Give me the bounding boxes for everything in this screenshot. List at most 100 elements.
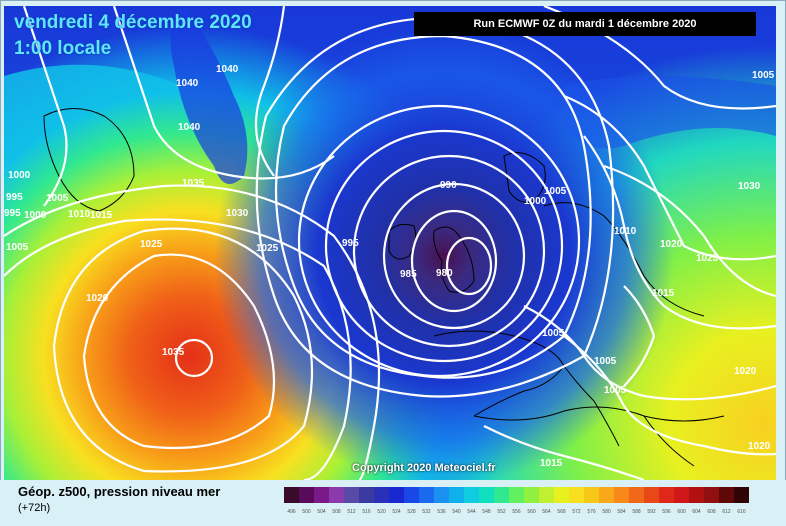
isobar-label: 1040 — [216, 64, 239, 75]
scale-swatch — [644, 487, 659, 503]
scale-labels: 496 500 504 508 512 516 520 524 528 532 536 540 544 5… — [287, 509, 746, 515]
scale-swatch — [284, 487, 299, 503]
isobar-label: 990 — [440, 180, 457, 191]
scale-label: 524 — [392, 509, 401, 515]
scale-swatch — [299, 487, 314, 503]
scale-swatch — [344, 487, 359, 503]
scale-label: 560 — [527, 509, 536, 515]
scale-label: 600 — [677, 509, 686, 515]
scale-label: 528 — [407, 509, 416, 515]
scale-label: 572 — [572, 509, 581, 515]
scale-label: 540 — [452, 509, 461, 515]
scale-label: 596 — [662, 509, 671, 515]
scale-swatches — [284, 487, 749, 503]
isobar-label: 1005 — [594, 356, 617, 367]
scale-label: 612 — [722, 509, 731, 515]
forecast-date: vendredi 4 décembre 2020 — [14, 12, 252, 33]
scale-swatch — [719, 487, 734, 503]
isobar-label: 1030 — [738, 181, 761, 192]
scale-swatch — [389, 487, 404, 503]
isobar-label: 1005 — [46, 193, 69, 204]
scale-label: 500 — [302, 509, 311, 515]
isobar-label: 995 — [342, 238, 359, 249]
scale-swatch — [494, 487, 509, 503]
isobar-label: 1025 — [140, 239, 163, 250]
scale-swatch — [704, 487, 719, 503]
legend-title: Géop. z500, pression niveau mer — [18, 484, 221, 499]
scale-swatch — [419, 487, 434, 503]
scale-label: 616 — [737, 509, 746, 515]
scale-swatch — [569, 487, 584, 503]
isobar-label: 1020 — [734, 366, 757, 377]
scale-swatch — [674, 487, 689, 503]
scale-swatch — [584, 487, 599, 503]
scale-label: 544 — [467, 509, 476, 515]
scale-swatch — [734, 487, 749, 503]
isobar-label: 1040 — [176, 78, 199, 89]
isobar-label: 985 — [400, 269, 417, 280]
forecast-time: 1:00 locale — [14, 38, 112, 59]
scale-swatch — [479, 487, 494, 503]
isobar-label: 1035 — [162, 347, 185, 358]
scale-swatch — [314, 487, 329, 503]
isobar-label: 1000 — [8, 170, 31, 181]
scale-swatch — [554, 487, 569, 503]
scale-label: 512 — [347, 509, 356, 515]
isobar-label: 1000 — [524, 196, 547, 207]
scale-label: 580 — [602, 509, 611, 515]
scale-label: 608 — [707, 509, 716, 515]
scale-swatch — [539, 487, 554, 503]
legend-subtitle: (+72h) — [18, 502, 51, 514]
isobar-label: 1015 — [652, 288, 675, 299]
scale-label: 588 — [632, 509, 641, 515]
scale-label: 532 — [422, 509, 431, 515]
scale-swatch — [599, 487, 614, 503]
isobar-label: 1020 — [748, 441, 771, 452]
scale-swatch — [659, 487, 674, 503]
scale-label: 508 — [332, 509, 341, 515]
isobar-label: 1010 — [68, 209, 91, 220]
isobar-label: 1015 — [540, 458, 563, 469]
isobar-label: 1015 — [90, 210, 113, 221]
scale-swatch — [449, 487, 464, 503]
scale-label: 604 — [692, 509, 701, 515]
isobar-label: 1005 — [544, 186, 567, 197]
scale-label: 504 — [317, 509, 326, 515]
color-scale: 496 500 504 508 512 516 520 524 528 532 536 540 544 5… — [284, 487, 749, 515]
scale-label: 592 — [647, 509, 656, 515]
scale-label: 568 — [557, 509, 566, 515]
low-pressure-field — [4, 6, 776, 480]
scale-label: 536 — [437, 509, 446, 515]
weather-map[interactable]: 1040 1040 1040 1035 1030 1025 1025 1020 … — [4, 6, 776, 480]
scale-label: 520 — [377, 509, 386, 515]
scale-label: 584 — [617, 509, 626, 515]
copyright-text: Copyright 2020 Meteociel.fr — [352, 462, 496, 474]
isobar-label: 1035 — [182, 178, 205, 189]
scale-label: 548 — [482, 509, 491, 515]
scale-swatch — [404, 487, 419, 503]
scale-swatch — [434, 487, 449, 503]
isobar-label: 1005 — [6, 242, 29, 253]
scale-swatch — [359, 487, 374, 503]
scale-label: 516 — [362, 509, 371, 515]
scale-swatch — [629, 487, 644, 503]
isobar-label: 980 — [436, 268, 453, 279]
isobar-labels: 1040 1040 1040 1035 1030 1025 1025 1020 … — [4, 64, 775, 469]
scale-swatch — [509, 487, 524, 503]
scale-swatch — [524, 487, 539, 503]
scale-swatch — [329, 487, 344, 503]
isobar-label: 1010 — [614, 226, 637, 237]
isobar-label: 1005 — [752, 70, 775, 81]
scale-label: 556 — [512, 509, 521, 515]
isobar-label: 1040 — [178, 122, 201, 133]
map-svg: 1040 1040 1040 1035 1030 1025 1025 1020 … — [4, 6, 776, 480]
scale-swatch — [689, 487, 704, 503]
isobar-label: 995 — [6, 192, 23, 203]
isobar-label: 1020 — [86, 293, 109, 304]
scale-label: 552 — [497, 509, 506, 515]
scale-label: 576 — [587, 509, 596, 515]
scale-swatch — [464, 487, 479, 503]
scale-label: 496 — [287, 509, 296, 515]
isobar-label: 1025 — [696, 253, 719, 264]
scale-label: 564 — [542, 509, 551, 515]
